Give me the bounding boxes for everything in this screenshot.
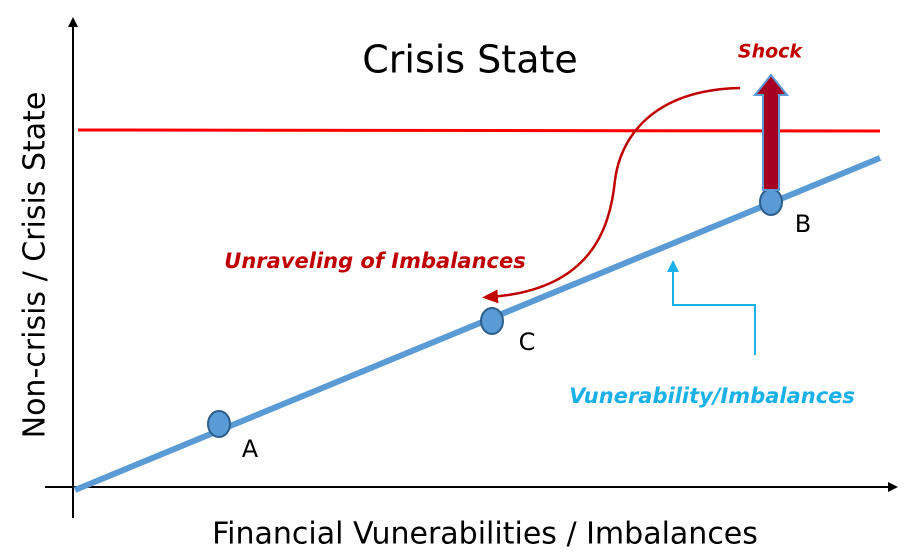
vulnerability-line (73, 155, 882, 493)
unraveling-label: Unraveling of Imbalances (224, 249, 525, 273)
point-label: C (519, 328, 536, 356)
point-label: A (242, 435, 259, 463)
x-axis-label: Financial Vunerabilities / Imbalances (212, 517, 758, 552)
point-label: B (795, 210, 811, 238)
y-axis-label: Non-crisis / Crisis State (18, 92, 53, 439)
unraveling-arrow (482, 86, 741, 304)
crisis-threshold (77, 128, 881, 133)
point-b (759, 188, 783, 216)
title: Crisis State (362, 38, 578, 82)
shock-arrow (752, 73, 790, 191)
vulnerability-arrow (667, 260, 756, 355)
point-a (207, 410, 231, 438)
vulnerability-label: Vunerability/Imbalances (569, 384, 855, 408)
shock-label: Shock (738, 41, 804, 63)
point-c (480, 307, 504, 335)
